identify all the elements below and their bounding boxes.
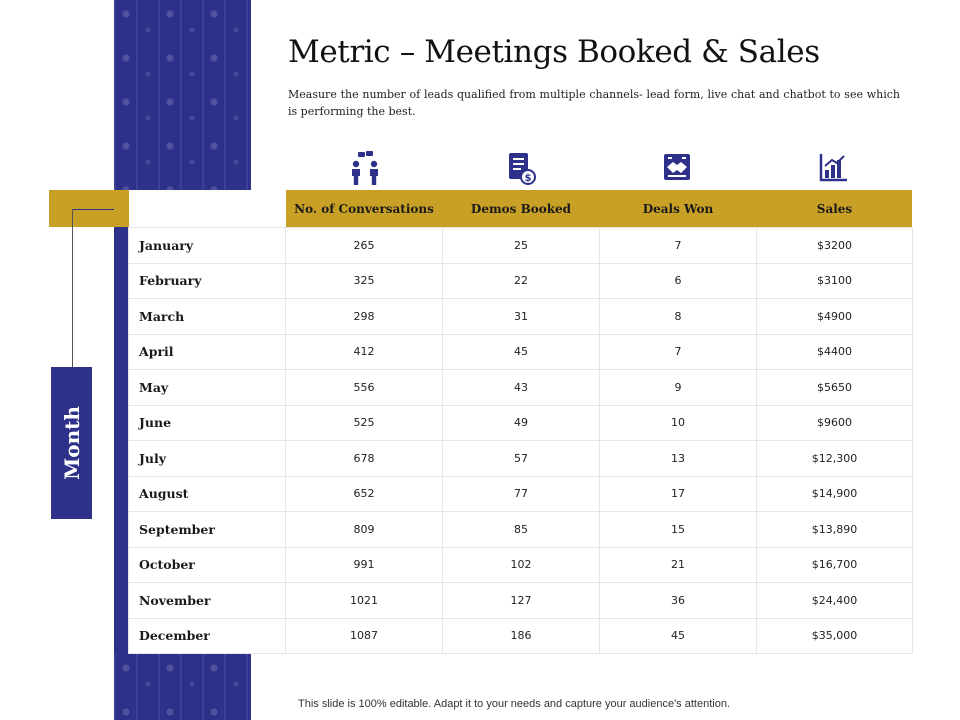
month-cell: February — [128, 262, 286, 299]
page-title: Metric – Meetings Booked & Sales — [288, 34, 820, 70]
deals-cell: 45 — [599, 617, 757, 654]
month-cell: May — [128, 369, 286, 406]
table-row: November 1021 127 36 $24,400 — [128, 582, 913, 619]
month-cell: March — [128, 298, 286, 335]
table-body: January 265 25 7 $3200 February 325 22 6 $3100 Mar… — [128, 227, 913, 654]
table-row: September 809 85 15 $13,890 — [128, 511, 913, 548]
sales-cell: $16,700 — [756, 546, 913, 583]
deals-cell: 13 — [599, 440, 757, 477]
table-row: October 991 102 21 $16,700 — [128, 546, 913, 583]
demos-cell: 31 — [442, 298, 600, 335]
month-cell: January — [128, 227, 286, 264]
table-row: January 265 25 7 $3200 — [128, 227, 913, 264]
deals-cell: 10 — [599, 404, 757, 441]
sales-cell: $3200 — [756, 227, 913, 264]
deals-cell: 6 — [599, 262, 757, 299]
table-row: December 1087 186 45 $35,000 — [128, 617, 913, 654]
deals-cell: 36 — [599, 582, 757, 619]
sales-cell: $24,400 — [756, 582, 913, 619]
header-cell-blank — [128, 190, 286, 228]
footer-note: This slide is 100% editable. Adapt it to… — [298, 698, 730, 710]
table-row: August 652 77 17 $14,900 — [128, 475, 913, 512]
sales-cell: $13,890 — [756, 511, 913, 548]
sales-cell: $14,900 — [756, 475, 913, 512]
demos-cell: 22 — [442, 262, 600, 299]
sales-cell: $4400 — [756, 333, 913, 370]
deals-cell: 9 — [599, 369, 757, 406]
connector-line-vertical — [72, 209, 73, 367]
header-demos-booked: Demos Booked — [470, 201, 572, 216]
demos-cell: 43 — [442, 369, 600, 406]
month-cell: December — [128, 617, 286, 654]
conversations-cell: 652 — [285, 475, 443, 512]
conversations-cell: 1087 — [285, 617, 443, 654]
deals-cell: 17 — [599, 475, 757, 512]
conversations-cell: 809 — [285, 511, 443, 548]
deals-cell: 15 — [599, 511, 757, 548]
conversations-cell: 412 — [285, 333, 443, 370]
month-cell: September — [128, 511, 286, 548]
sales-cell: $12,300 — [756, 440, 913, 477]
page-subtitle: Measure the number of leads qualified fr… — [288, 88, 900, 118]
sales-cell: $35,000 — [756, 617, 913, 654]
month-cell: October — [128, 546, 286, 583]
sales-cell: $4900 — [756, 298, 913, 335]
bar-chart-icon — [755, 150, 911, 186]
conversations-cell: 298 — [285, 298, 443, 335]
deals-cell: 21 — [599, 546, 757, 583]
table-row: March 298 31 8 $4900 — [128, 298, 913, 335]
deals-cell: 8 — [599, 298, 757, 335]
svg-text:$: $ — [525, 173, 532, 184]
demos-cell: 186 — [442, 617, 600, 654]
month-cell: November — [128, 582, 286, 619]
table-row: June 525 49 10 $9600 — [128, 404, 913, 441]
decorative-pattern-top — [114, 0, 251, 190]
people-chat-icon — [287, 150, 443, 186]
month-cell: June — [128, 404, 286, 441]
conversations-cell: 525 — [285, 404, 443, 441]
handshake-icon — [599, 150, 755, 186]
sales-cell: $3100 — [756, 262, 913, 299]
month-cell: April — [128, 333, 286, 370]
demos-cell: 127 — [442, 582, 600, 619]
metrics-table: No. of Conversations Demos Booked Deals … — [128, 190, 913, 654]
demos-cell: 77 — [442, 475, 600, 512]
month-cell: August — [128, 475, 286, 512]
deals-cell: 7 — [599, 227, 757, 264]
demos-cell: 85 — [442, 511, 600, 548]
header-deals-won: Deals Won — [642, 201, 714, 216]
demos-cell: 57 — [442, 440, 600, 477]
month-cell: July — [128, 440, 286, 477]
month-side-label: Month — [59, 406, 84, 480]
conversations-cell: 991 — [285, 546, 443, 583]
demos-cell: 45 — [442, 333, 600, 370]
header-sales: Sales — [816, 201, 853, 216]
month-side-label-box: Month — [51, 367, 92, 519]
conversations-cell: 265 — [285, 227, 443, 264]
column-icons: $ — [287, 150, 912, 186]
header-conversations: No. of Conversations — [294, 201, 434, 216]
table-row: April 412 45 7 $4400 — [128, 333, 913, 370]
table-row: July 678 57 13 $12,300 — [128, 440, 913, 477]
demos-cell: 102 — [442, 546, 600, 583]
deals-cell: 7 — [599, 333, 757, 370]
table-row: May 556 43 9 $5650 — [128, 369, 913, 406]
demos-cell: 25 — [442, 227, 600, 264]
conversations-cell: 325 — [285, 262, 443, 299]
conversations-cell: 556 — [285, 369, 443, 406]
demos-cell: 49 — [442, 404, 600, 441]
table-header-row: No. of Conversations Demos Booked Deals … — [128, 190, 913, 228]
conversations-cell: 678 — [285, 440, 443, 477]
sales-cell: $9600 — [756, 404, 913, 441]
sales-cell: $5650 — [756, 369, 913, 406]
invoice-dollar-icon: $ — [443, 150, 599, 186]
connector-line-horizontal — [72, 209, 114, 210]
conversations-cell: 1021 — [285, 582, 443, 619]
decorative-pattern-bottom — [114, 654, 251, 720]
table-row: February 325 22 6 $3100 — [128, 262, 913, 299]
left-accent-strip — [114, 190, 128, 654]
